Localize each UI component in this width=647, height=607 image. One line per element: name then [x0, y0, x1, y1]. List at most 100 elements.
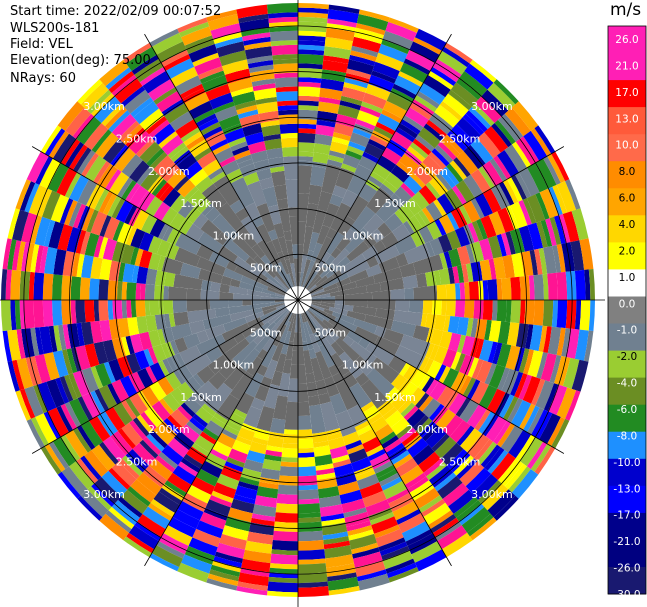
velocity-gate: [42, 273, 54, 300]
colorbar-band: [608, 458, 646, 487]
velocity-gate: [507, 177, 523, 202]
velocity-gate: [443, 134, 464, 155]
velocity-gate: [215, 231, 229, 246]
velocity-gate: [282, 146, 298, 157]
velocity-gate: [85, 155, 107, 182]
velocity-gate: [60, 434, 81, 461]
velocity-gate: [143, 348, 154, 367]
velocity-gate: [484, 126, 509, 153]
velocity-gate: [164, 313, 171, 328]
velocity-gate: [434, 521, 462, 542]
velocity-gate: [166, 228, 182, 246]
velocity-gate: [474, 338, 485, 359]
velocity-gate: [216, 542, 245, 559]
velocity-gate: [223, 267, 243, 282]
velocity-gate: [323, 308, 334, 316]
velocity-gate: [121, 399, 137, 420]
velocity-gate: [142, 465, 168, 488]
velocity-gate: [503, 179, 519, 204]
velocity-gate: [67, 323, 81, 349]
colorbar-band: [608, 377, 646, 406]
velocity-gate: [497, 207, 515, 233]
velocity-gate: [378, 537, 406, 552]
velocity-gate: [335, 472, 357, 487]
velocity-gate: [507, 398, 523, 423]
velocity-gate: [298, 44, 325, 51]
velocity-gate: [25, 243, 35, 272]
velocity-gate: [237, 481, 259, 491]
velocity-gate: [543, 246, 557, 274]
velocity-gate: [323, 376, 340, 398]
velocity-gate: [332, 248, 350, 266]
velocity-gate: [407, 146, 426, 163]
velocity-gate: [317, 101, 340, 114]
velocity-gate: [112, 300, 123, 320]
velocity-gate: [447, 267, 455, 284]
velocity-gate: [283, 429, 298, 435]
velocity-gate: [84, 232, 100, 257]
velocity-gate: [102, 339, 117, 362]
velocity-gate: [337, 215, 356, 237]
velocity-gate: [491, 300, 498, 321]
velocity-gate: [332, 185, 348, 199]
colorbar-tick-label: -13.0: [613, 483, 640, 495]
velocity-gate: [99, 258, 112, 281]
velocity-gate: [19, 388, 36, 419]
velocity-gate: [369, 416, 388, 433]
velocity-gate: [222, 59, 249, 75]
velocity-gate: [276, 91, 298, 102]
velocity-gate: [130, 333, 144, 354]
velocity-gate: [456, 334, 466, 354]
velocity-gate: [565, 179, 581, 210]
velocity-gate: [439, 101, 463, 121]
velocity-gate: [334, 317, 358, 333]
range-ring-label: 2.00km: [148, 165, 190, 178]
velocity-gate: [336, 236, 351, 252]
colorbar-tick-label: 0.0: [619, 298, 636, 310]
velocity-gate: [373, 126, 394, 140]
velocity-gate: [185, 353, 212, 377]
velocity-gate: [39, 246, 49, 274]
velocity-gate: [486, 388, 506, 414]
velocity-gate: [364, 143, 384, 160]
velocity-gate: [422, 358, 434, 375]
velocity-gate: [39, 326, 53, 354]
velocity-gate: [191, 476, 215, 495]
velocity-gate: [519, 275, 531, 300]
velocity-gate: [467, 222, 479, 243]
velocity-gate: [298, 151, 314, 157]
velocity-gate: [400, 402, 416, 418]
velocity-gate: [434, 472, 457, 492]
velocity-gate: [240, 567, 270, 577]
range-ring-label: 3.00km: [83, 100, 125, 113]
colorbar-tick-label: 8.0: [619, 166, 636, 178]
velocity-gate: [448, 248, 462, 268]
velocity-gate: [132, 417, 150, 437]
velocity-gate: [15, 390, 31, 421]
velocity-gate: [278, 114, 298, 125]
velocity-gate: [170, 323, 193, 341]
velocity-gate: [309, 307, 331, 322]
velocity-gate: [173, 431, 195, 451]
velocity-gate: [452, 266, 460, 284]
velocity-gate: [425, 182, 441, 200]
velocity-gate: [30, 244, 40, 273]
velocity-gate: [426, 360, 443, 379]
velocity-gate: [280, 330, 292, 355]
velocity-gate: [271, 238, 283, 254]
velocity-gate: [345, 149, 363, 161]
velocity-gate: [330, 247, 342, 259]
velocity-gate: [11, 240, 22, 271]
velocity-gate: [390, 164, 410, 183]
velocity-gate: [298, 156, 313, 162]
velocity-gate: [209, 495, 232, 508]
velocity-gate: [39, 158, 61, 189]
velocity-gate: [427, 510, 454, 530]
velocity-gate: [224, 68, 251, 84]
velocity-gate: [497, 150, 519, 177]
velocity-gate: [160, 162, 180, 182]
velocity-gate: [379, 431, 397, 445]
velocity-gate: [327, 576, 359, 591]
velocity-gate: [311, 296, 336, 300]
velocity-gate: [232, 91, 256, 106]
